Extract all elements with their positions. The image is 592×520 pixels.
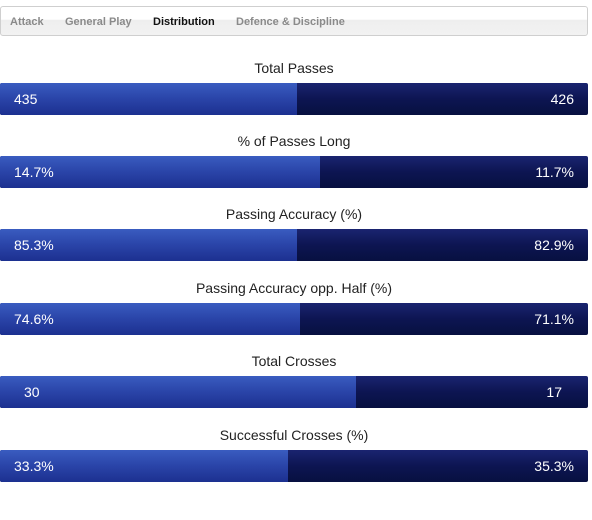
- home-value: 74.6%: [14, 311, 54, 327]
- home-value: 14.7%: [14, 164, 54, 180]
- home-bar-fill: [0, 376, 356, 408]
- home-bar-fill: [0, 303, 300, 335]
- home-value: 435: [14, 91, 38, 107]
- home-value: 30: [24, 384, 40, 400]
- away-value: 11.7%: [535, 164, 574, 180]
- home-bar-fill: [0, 83, 297, 115]
- stat-title: Total Passes: [254, 60, 334, 76]
- tab-distribution[interactable]: Distribution: [153, 16, 215, 28]
- stats-tab-bar: Attack General Play Distribution Defence…: [0, 6, 588, 36]
- comparison-bar: 33.3% 35.3%: [0, 450, 588, 482]
- stat-title: Successful Crosses (%): [219, 427, 369, 443]
- comparison-bar: 435 426: [0, 83, 588, 115]
- tab-general-play[interactable]: General Play: [65, 16, 132, 28]
- away-value: 35.3%: [534, 458, 574, 474]
- comparison-bar: 85.3% 82.9%: [0, 229, 588, 261]
- home-value: 33.3%: [14, 458, 54, 474]
- away-value: 426: [550, 91, 574, 107]
- comparison-bar: 74.6% 71.1%: [0, 303, 588, 335]
- away-value: 82.9%: [534, 237, 574, 253]
- home-bar-fill: [0, 450, 289, 482]
- comparison-bar: 30 17: [0, 376, 588, 408]
- away-value: 71.1%: [534, 311, 574, 327]
- stat-title: % of Passes Long: [237, 133, 351, 149]
- stat-title: Total Crosses: [251, 353, 337, 369]
- home-bar-fill: [0, 229, 297, 261]
- stat-title: Passing Accuracy (%): [225, 206, 363, 222]
- stat-title: Passing Accuracy opp. Half (%): [195, 280, 393, 296]
- home-bar-fill: [0, 156, 321, 188]
- comparison-bar: 14.7% 11.7%: [0, 156, 588, 188]
- away-value: 17: [546, 384, 562, 400]
- tab-defence-discipline[interactable]: Defence & Discipline: [236, 16, 345, 28]
- tab-attack[interactable]: Attack: [10, 16, 44, 28]
- home-value: 85.3%: [14, 237, 54, 253]
